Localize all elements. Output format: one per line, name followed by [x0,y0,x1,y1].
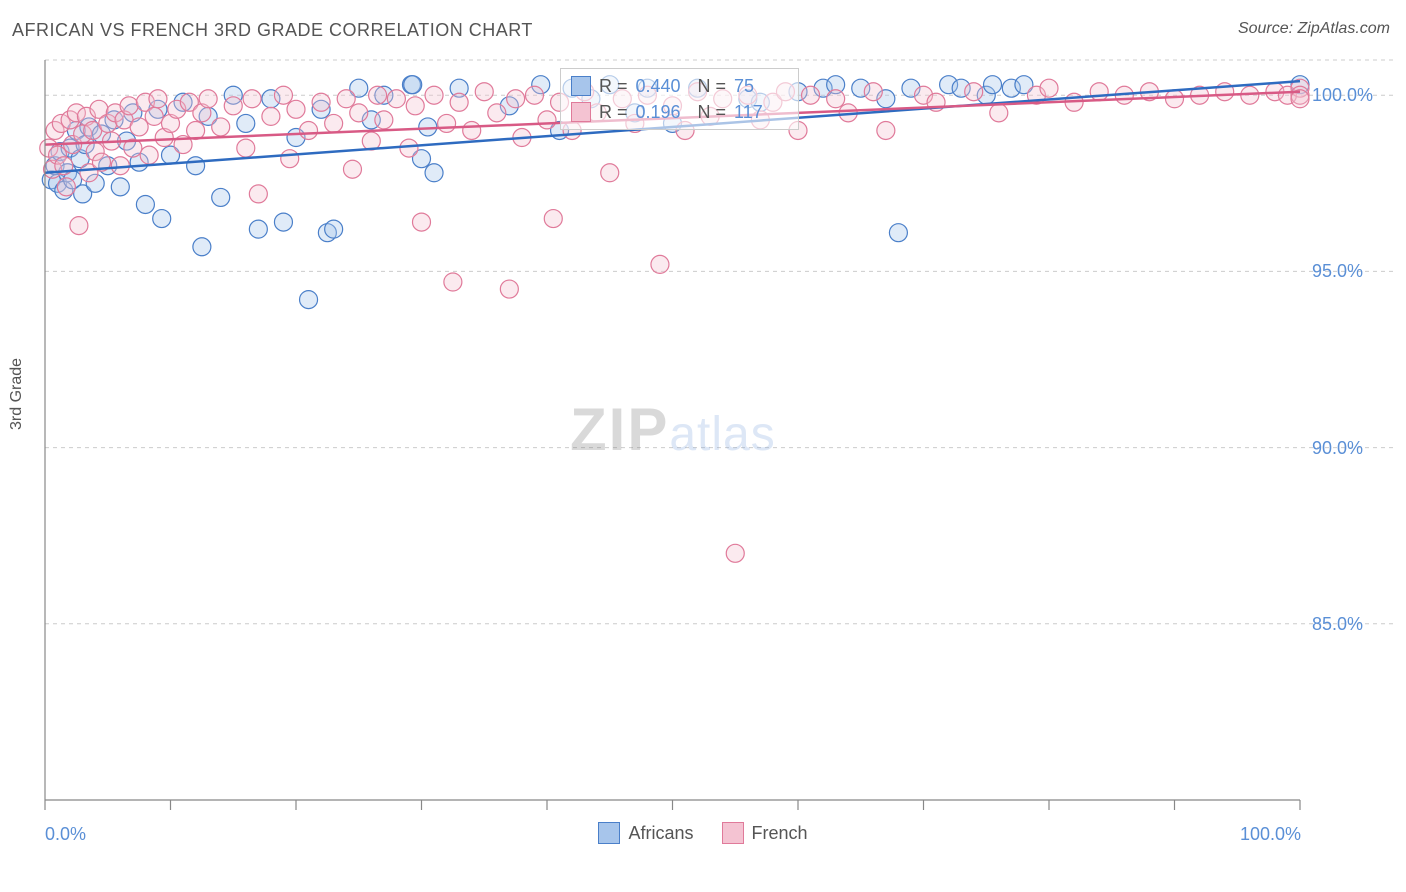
data-point [243,90,261,108]
data-point [111,178,129,196]
data-point [237,114,255,132]
legend-swatch-french [722,822,744,844]
data-point [325,220,343,238]
data-point [990,104,1008,122]
data-point [1166,90,1184,108]
data-point [463,121,481,139]
data-point [325,114,343,132]
y-tick-label: 90.0% [1312,438,1363,459]
data-point [544,210,562,228]
correlation-legend-row: R = 0.440 N = 75 [571,73,788,99]
data-point [120,97,138,115]
data-point [70,217,88,235]
data-point [57,178,75,196]
data-point [130,118,148,136]
data-point [525,86,543,104]
data-point [199,90,217,108]
data-point [281,150,299,168]
legend-label-africans: Africans [628,823,693,844]
data-point [262,107,280,125]
data-point [1090,83,1108,101]
y-tick-label: 100.0% [1312,85,1373,106]
data-point [450,93,468,111]
data-point [274,213,292,231]
data-point [387,90,405,108]
data-point [538,111,556,129]
data-point [889,224,907,242]
data-point [444,273,462,291]
data-point [984,76,1002,94]
data-point [237,139,255,157]
data-point [249,220,267,238]
r-value: 0.196 [636,99,690,125]
data-point [140,146,158,164]
data-point [300,291,318,309]
data-point [406,97,424,115]
data-point [149,90,167,108]
n-value: 75 [734,73,788,99]
y-tick-label: 85.0% [1312,614,1363,635]
r-value: 0.440 [636,73,690,99]
data-point [193,238,211,256]
data-point [827,90,845,108]
data-point [965,83,983,101]
data-point [145,107,163,125]
data-point [136,195,154,213]
legend-label-french: French [752,823,808,844]
data-point [488,104,506,122]
data-point [438,114,456,132]
legend-item-africans: Africans [598,822,693,844]
data-point [337,90,355,108]
data-point [500,280,518,298]
data-point [343,160,361,178]
data-point [300,121,318,139]
correlation-legend: R = 0.440 N = 75 R = 0.196 N = 117 [560,68,799,130]
data-point [212,118,230,136]
data-point [413,213,431,231]
data-point [274,86,292,104]
legend-swatch-africans [598,822,620,844]
legend-swatch [571,76,591,96]
data-point [312,93,330,111]
data-point [507,90,525,108]
data-point [475,83,493,101]
series-legend: Africans French [0,822,1406,844]
data-point [187,157,205,175]
data-point [212,188,230,206]
data-point [404,76,422,94]
data-point [425,164,443,182]
data-point [369,86,387,104]
data-point [877,121,895,139]
y-tick-label: 95.0% [1312,261,1363,282]
legend-swatch [571,102,591,122]
data-point [726,544,744,562]
data-point [350,104,368,122]
data-point [425,86,443,104]
data-point [802,86,820,104]
data-point [153,210,171,228]
data-point [400,139,418,157]
scatter-plot-svg [0,0,1406,892]
correlation-legend-row: R = 0.196 N = 117 [571,99,788,125]
data-point [287,100,305,118]
n-value: 117 [734,99,788,125]
chart-container: AFRICAN VS FRENCH 3RD GRADE CORRELATION … [0,0,1406,892]
data-point [651,255,669,273]
data-point [224,97,242,115]
legend-item-french: French [722,822,808,844]
data-point [864,83,882,101]
data-point [375,111,393,129]
data-point [249,185,267,203]
data-point [601,164,619,182]
data-point [1040,79,1058,97]
